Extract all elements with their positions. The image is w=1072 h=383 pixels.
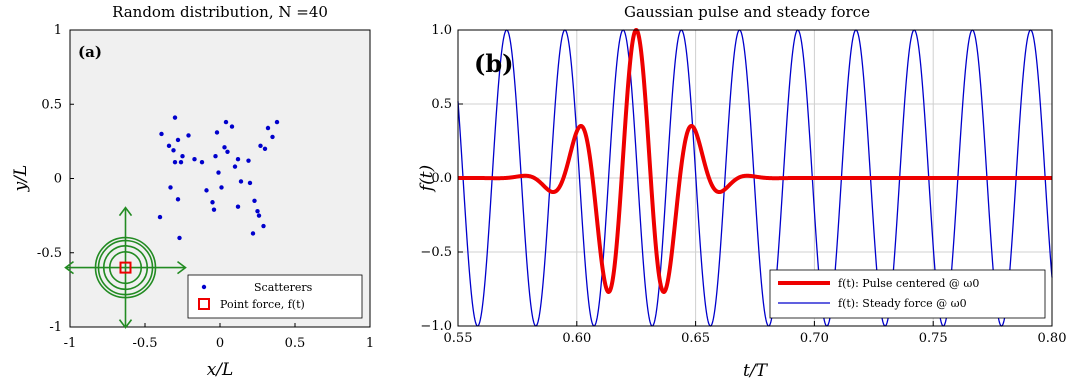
scatterer-point [211,207,217,212]
x-tick-label: -0.5 [132,336,157,351]
scatterer-point [247,180,253,186]
panel-a-scatter-points [157,115,280,241]
scatterer-point [229,124,235,129]
panel-b-legend: f(t): Pulse centered @ ω0 f(t): Steady f… [769,269,1046,319]
scatterer-point [232,164,238,169]
scatterer-point [204,188,209,193]
scatterer-point [235,156,241,162]
x-tick-label: 0.60 [562,331,591,346]
x-tick-label: 0.70 [800,331,829,346]
scatterer-point [175,197,181,202]
pulse-line [456,28,1054,294]
legend-steady-label: f(t): Steady force @ ω0 [838,297,967,310]
panel-b-legend-box [769,269,1046,319]
panel-b-title: Gaussian pulse and steady force [624,3,870,21]
scatterer-point [238,179,244,184]
x-tick-label: 1 [366,336,374,351]
x-tick-label: -1 [64,336,77,351]
scatterer-point [256,213,262,218]
scatterer-point [216,170,221,175]
scatterer-point [225,149,230,154]
scatterer-point [219,185,224,190]
panel-a-y-label: y/L [11,165,31,193]
y-tick-label: -0.5 [37,246,62,261]
scatterer-point [172,115,178,120]
scatterer-point [235,204,241,209]
panel-a: Random distribution, N =40 (a) 1 0.5 0 -0.5… [11,3,374,380]
y-tick-label: −0.5 [420,245,452,260]
scatterer-point [159,131,164,137]
scatterer-point [262,146,268,151]
x-tick-label: 0 [216,336,224,351]
panel-a-title: Random distribution, N =40 [112,3,328,21]
scatterer-point [255,208,260,214]
scatterer-point [166,143,172,149]
legend-scatterer-marker [201,284,207,290]
scatterer-point [157,214,163,220]
scatterer-point [270,134,275,140]
panel-a-y-axis: 1 0.5 0 -0.5 -1 [37,23,74,335]
scatterer-point [199,159,205,165]
y-tick-label: 0.5 [431,97,452,112]
scatterer-point [261,223,266,229]
panel-b-y-label: f(t) [417,165,437,193]
scatterer-point [223,119,229,125]
scatterer-point [180,154,185,159]
point-force-marker [119,261,132,274]
panel-a-x-axis: -1 -0.5 0 0.5 1 [64,323,374,351]
panel-b-y-axis: 1.0 0.5 0.0 −0.5 −1.0 [420,23,463,334]
ring-arrow-head [118,319,133,329]
ring-arrow-head [64,260,74,275]
scatterer-point [171,148,176,153]
scatterer-point [213,154,218,159]
scatterer-point [265,125,271,131]
ring-arrow-head [177,260,187,275]
steady-force-line [457,29,1053,327]
panel-a-label: (a) [78,43,102,61]
scatterer-point [250,231,256,236]
x-tick-label: 0.80 [1038,331,1067,346]
panel-a-x-label: x/L [207,360,234,380]
y-tick-label: 1.0 [431,23,452,38]
y-tick-label: −1.0 [420,319,452,334]
ring-arrow-head [118,206,133,217]
panel-a-legend-box [187,274,363,319]
scatterer-point [246,158,251,163]
scatterer-point [274,119,280,125]
scatterer-point [192,156,197,162]
y-tick-label: 0 [54,172,62,187]
y-tick-label: 0.5 [41,97,62,112]
panel-b-frame [457,29,1053,327]
point-force-rings [64,206,187,329]
panel-b-x-label: t/T [743,361,769,381]
panel-b: Gaussian pulse and steady force 1.0 0.5 0.… [417,3,1066,381]
legend-point-force-label: Point force, f(t) [220,298,305,311]
y-tick-label: -1 [49,320,62,335]
scatterer-point [168,185,173,190]
x-tick-label: 0.65 [681,331,710,346]
scatterer-point [258,143,263,149]
x-tick-label: 0.55 [444,331,473,346]
legend-point-force-marker [198,298,210,310]
x-tick-label: 0.75 [919,331,948,346]
y-tick-label: 0.0 [431,171,452,186]
y-tick-label: 1 [54,23,62,38]
x-tick-label: 0.5 [285,336,306,351]
scatterer-point [172,159,178,165]
legend-pulse-label: f(t): Pulse centered @ ω0 [838,277,979,290]
scatterer-point [210,200,215,205]
scatterer-point [178,159,184,165]
scatterer-point [177,235,182,241]
panel-b-label: (b) [474,49,514,78]
panel-b-series [456,28,1054,327]
scatterer-point [186,133,191,138]
scatterer-point [214,130,220,135]
panel-a-legend: Scatterers Point force, f(t) [187,274,363,319]
scatterer-point [252,198,257,203]
scatterer-point [175,137,181,143]
legend-scatterers-label: Scatterers [254,281,313,294]
scatterer-point [222,145,227,150]
